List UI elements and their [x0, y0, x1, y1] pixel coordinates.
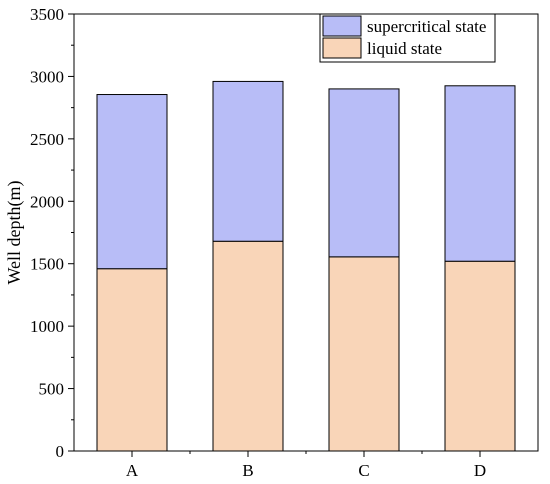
bar-A-supercritical-state: [96, 94, 168, 270]
legend: supercritical state liquid state: [319, 13, 496, 63]
x-tick-label: A: [126, 461, 139, 480]
bar-D-liquid-state: [444, 260, 516, 452]
legend-label: supercritical state: [367, 17, 486, 36]
y-tick-label: 2000: [30, 192, 64, 211]
bar-C-supercritical-state: [328, 88, 400, 258]
y-tick-label: 0: [56, 442, 65, 461]
bar-B-liquid-state: [212, 240, 284, 452]
bar-B-supercritical-state: [212, 80, 284, 242]
x-tick-label: B: [242, 461, 253, 480]
x-tick-label: C: [358, 461, 369, 480]
x-axis: A B C D: [126, 451, 486, 480]
bar-D-supercritical-state: [444, 85, 516, 262]
bar-C-liquid-state: [328, 256, 400, 452]
y-tick-label: 1000: [30, 317, 64, 336]
x-tick-label: D: [474, 461, 486, 480]
bar-A-liquid-state: [96, 268, 168, 452]
y-tick-label: 500: [39, 380, 65, 399]
y-tick-label: 3000: [30, 67, 64, 86]
bars-group: [96, 80, 516, 452]
y-axis-title: Well depth(m): [4, 180, 25, 284]
legend-label: liquid state: [367, 39, 442, 58]
legend-swatch: [322, 15, 362, 37]
legend-swatch: [322, 37, 362, 59]
y-axis: 0 500 1000 1500 2000 2500 3000 3500: [30, 5, 74, 461]
y-tick-label: 3500: [30, 5, 64, 24]
y-tick-label: 1500: [30, 255, 64, 274]
y-tick-label: 2500: [30, 130, 64, 149]
